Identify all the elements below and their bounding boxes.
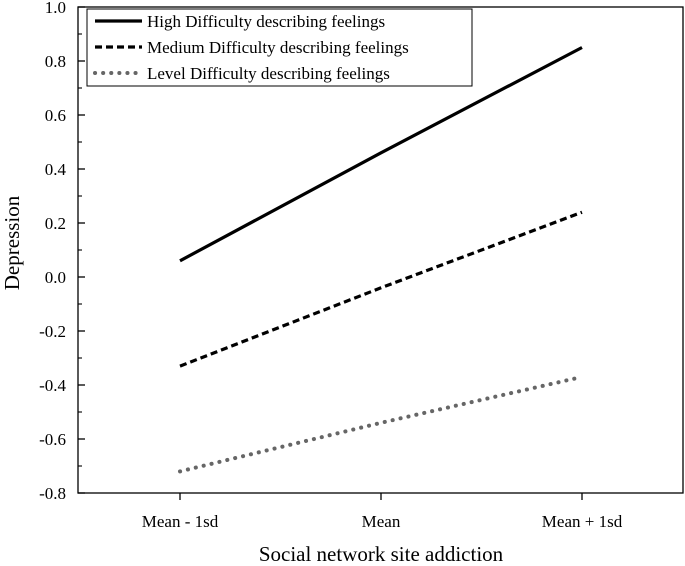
legend-label-3: Level Difficulty describing feelings <box>147 64 390 83</box>
y-tick-label: 0.0 <box>45 268 66 287</box>
y-tick-label: 0.8 <box>45 52 66 71</box>
series-line-3 <box>178 374 584 474</box>
legend-label-2: Medium Difficulty describing feelings <box>147 38 409 57</box>
y-tick-label: -0.8 <box>39 484 66 503</box>
legend: High Difficulty describing feelings Mediu… <box>86 8 473 87</box>
x-tick-label: Mean + 1sd <box>542 512 623 531</box>
y-tick-label: -0.4 <box>39 376 66 395</box>
y-tick-label: -0.2 <box>39 322 66 341</box>
x-tick-label: Mean - 1sd <box>142 512 219 531</box>
y-tick-label: 0.2 <box>45 214 66 233</box>
y-axis-title: Depression <box>0 195 24 290</box>
y-tick-label: 1.0 <box>45 0 66 17</box>
legend-box <box>86 8 473 87</box>
series-line-2 <box>179 210 583 368</box>
y-axis: -0.8 -0.6 -0.4 -0.2 0.0 0.2 0.4 0.6 0.8 1.0 <box>39 0 85 503</box>
series-line-1 <box>179 46 583 263</box>
x-axis: Mean - 1sd Mean Mean + 1sd <box>142 493 623 531</box>
legend-label-1: High Difficulty describing feelings <box>147 12 385 31</box>
y-tick-label: 0.4 <box>45 160 67 179</box>
series-layer <box>178 46 584 474</box>
x-axis-title: Social network site addiction <box>259 542 504 566</box>
x-tick-label: Mean <box>362 512 401 531</box>
y-tick-label: 0.6 <box>45 106 66 125</box>
y-tick-label: -0.6 <box>39 430 66 449</box>
